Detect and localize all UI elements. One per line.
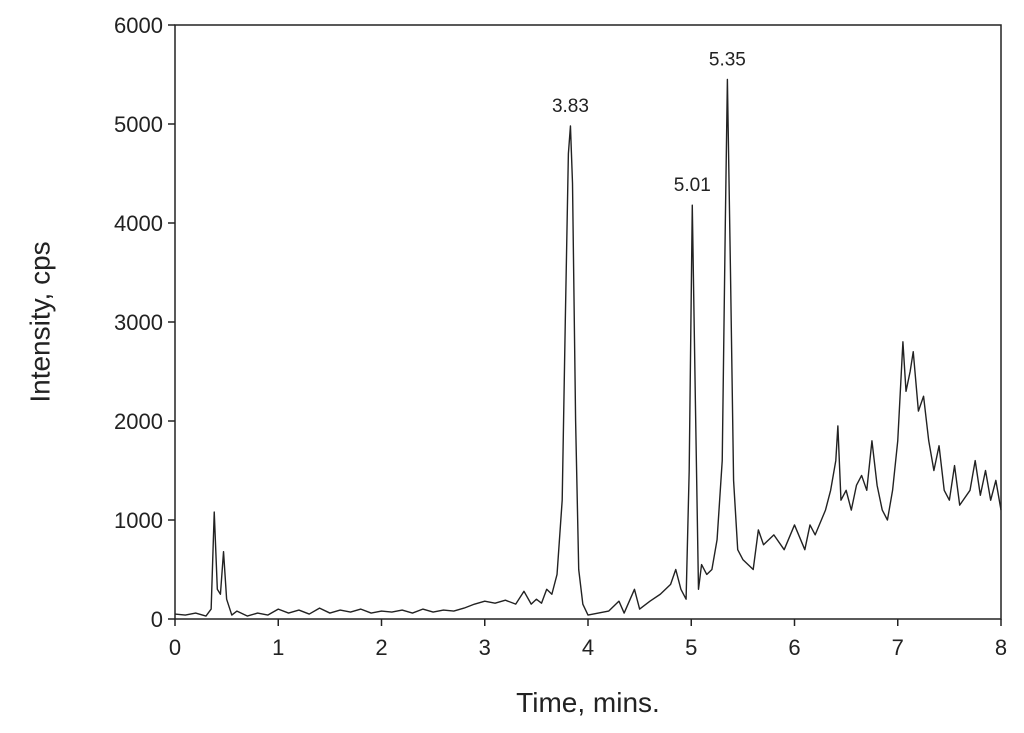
y-tick-label: 3000 bbox=[114, 310, 163, 335]
x-tick-label: 6 bbox=[788, 635, 800, 660]
y-tick-label: 6000 bbox=[114, 13, 163, 38]
x-tick-label: 3 bbox=[479, 635, 491, 660]
y-axis-label: Intensity, cps bbox=[24, 241, 55, 402]
x-tick-label: 5 bbox=[685, 635, 697, 660]
x-tick-label: 0 bbox=[169, 635, 181, 660]
x-tick-label: 7 bbox=[892, 635, 904, 660]
x-tick-label: 8 bbox=[995, 635, 1007, 660]
peak-label: 5.35 bbox=[709, 49, 746, 70]
y-tick-label: 4000 bbox=[114, 211, 163, 236]
y-tick-label: 5000 bbox=[114, 112, 163, 137]
line bbox=[174, 78, 1002, 617]
peak-label: 5.01 bbox=[674, 175, 711, 196]
x-tick-label: 1 bbox=[272, 635, 284, 660]
y-tick-label: 2000 bbox=[114, 409, 163, 434]
y-tick-label: 0 bbox=[151, 607, 163, 632]
x-tick-label: 2 bbox=[375, 635, 387, 660]
x-tick-label: 4 bbox=[582, 635, 594, 660]
y-tick-label: 1000 bbox=[114, 508, 163, 533]
peak-label: 3.83 bbox=[552, 96, 589, 117]
x-axis-label: Time, mins. bbox=[516, 687, 660, 718]
